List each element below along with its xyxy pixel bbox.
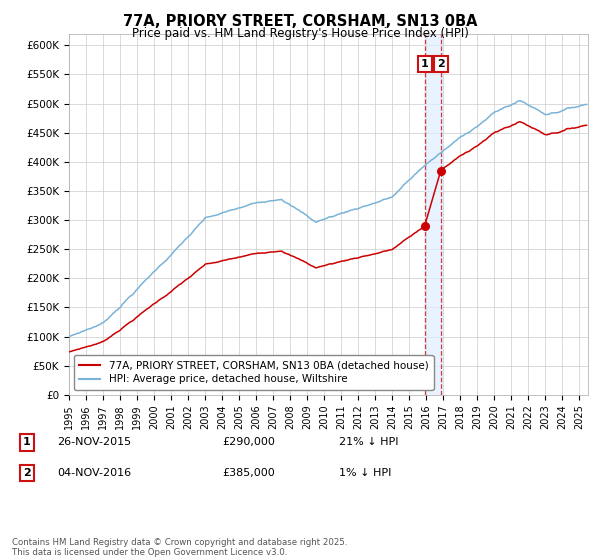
Bar xyxy=(425,34,442,395)
Text: 2: 2 xyxy=(23,468,31,478)
Text: £385,000: £385,000 xyxy=(222,468,275,478)
Text: 26-NOV-2015: 26-NOV-2015 xyxy=(57,437,131,447)
Text: Price paid vs. HM Land Registry's House Price Index (HPI): Price paid vs. HM Land Registry's House … xyxy=(131,27,469,40)
Text: 1: 1 xyxy=(421,59,428,69)
Text: 1: 1 xyxy=(23,437,31,447)
Text: 21% ↓ HPI: 21% ↓ HPI xyxy=(339,437,398,447)
Text: £290,000: £290,000 xyxy=(222,437,275,447)
Text: 04-NOV-2016: 04-NOV-2016 xyxy=(57,468,131,478)
Text: 2: 2 xyxy=(437,59,445,69)
Legend: 77A, PRIORY STREET, CORSHAM, SN13 0BA (detached house), HPI: Average price, deta: 77A, PRIORY STREET, CORSHAM, SN13 0BA (d… xyxy=(74,355,434,390)
Text: Contains HM Land Registry data © Crown copyright and database right 2025.
This d: Contains HM Land Registry data © Crown c… xyxy=(12,538,347,557)
Text: 1% ↓ HPI: 1% ↓ HPI xyxy=(339,468,391,478)
Text: 77A, PRIORY STREET, CORSHAM, SN13 0BA: 77A, PRIORY STREET, CORSHAM, SN13 0BA xyxy=(123,14,477,29)
